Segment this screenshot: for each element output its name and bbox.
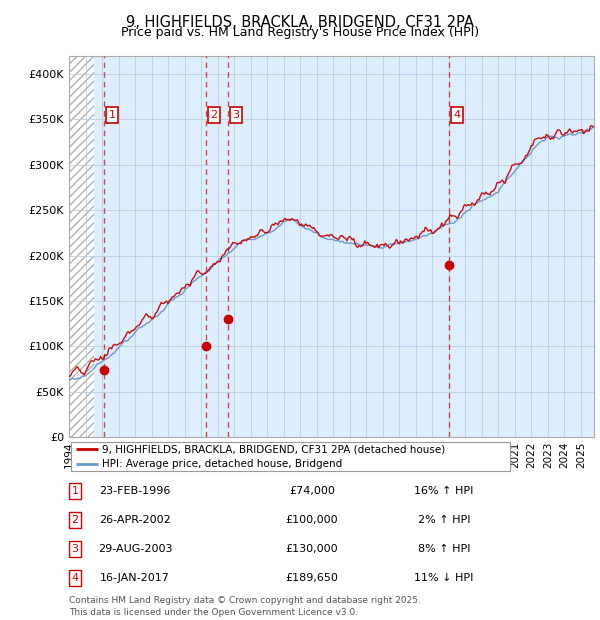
Text: 8% ↑ HPI: 8% ↑ HPI [418, 544, 470, 554]
FancyBboxPatch shape [71, 442, 510, 471]
Text: 2: 2 [71, 515, 79, 525]
Text: 2% ↑ HPI: 2% ↑ HPI [418, 515, 470, 525]
Text: Price paid vs. HM Land Registry's House Price Index (HPI): Price paid vs. HM Land Registry's House … [121, 27, 479, 39]
Bar [69, 56, 94, 437]
Text: 3: 3 [233, 110, 239, 120]
Text: £74,000: £74,000 [289, 485, 335, 496]
Text: 2: 2 [211, 110, 218, 120]
Text: 26-APR-2002: 26-APR-2002 [99, 515, 171, 525]
Text: Contains HM Land Registry data © Crown copyright and database right 2025.
This d: Contains HM Land Registry data © Crown c… [69, 596, 421, 617]
Text: 3: 3 [71, 544, 79, 554]
Text: HPI: Average price, detached house, Bridgend: HPI: Average price, detached house, Brid… [102, 459, 343, 469]
Text: £100,000: £100,000 [286, 515, 338, 525]
Text: 4: 4 [71, 573, 79, 583]
Text: 1: 1 [71, 485, 79, 496]
Text: £130,000: £130,000 [286, 544, 338, 554]
Text: 16-JAN-2017: 16-JAN-2017 [100, 573, 170, 583]
Text: £189,650: £189,650 [286, 573, 338, 583]
Text: 11% ↓ HPI: 11% ↓ HPI [415, 573, 473, 583]
Text: 4: 4 [454, 110, 461, 120]
Text: 1: 1 [109, 110, 115, 120]
Text: 9, HIGHFIELDS, BRACKLA, BRIDGEND, CF31 2PA: 9, HIGHFIELDS, BRACKLA, BRIDGEND, CF31 2… [126, 16, 474, 30]
Text: 29-AUG-2003: 29-AUG-2003 [98, 544, 172, 554]
Text: 9, HIGHFIELDS, BRACKLA, BRIDGEND, CF31 2PA (detached house): 9, HIGHFIELDS, BRACKLA, BRIDGEND, CF31 2… [102, 444, 446, 454]
Text: 23-FEB-1996: 23-FEB-1996 [100, 485, 170, 496]
Text: 16% ↑ HPI: 16% ↑ HPI [415, 485, 473, 496]
